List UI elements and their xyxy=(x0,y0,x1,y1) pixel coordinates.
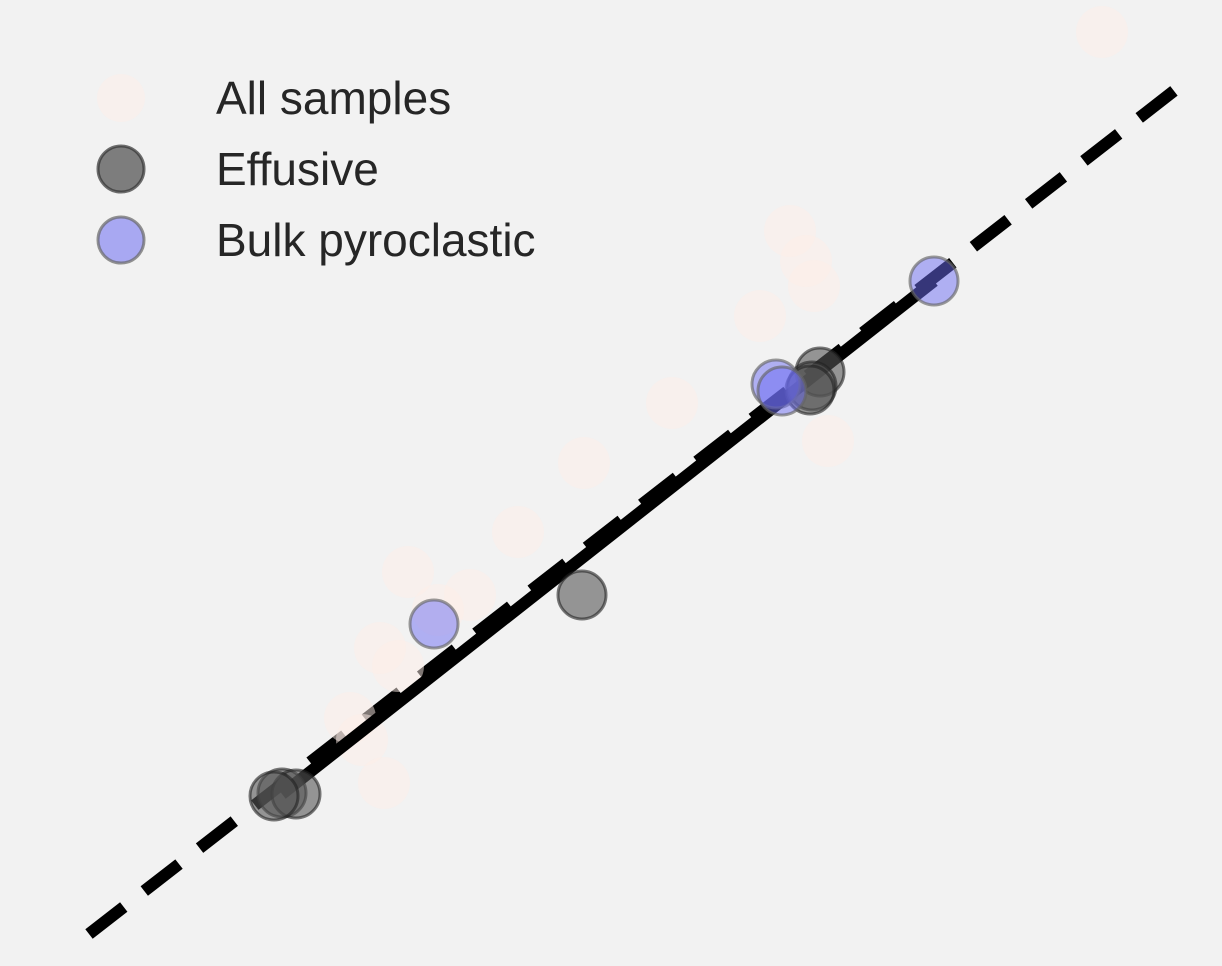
point-all-samples-9 xyxy=(492,506,544,558)
legend-marker-effusive xyxy=(96,144,146,193)
point-bulk-pyroclastic-1 xyxy=(908,255,960,307)
point-bulk-pyroclastic-3 xyxy=(756,365,808,417)
point-all-samples-6 xyxy=(646,377,698,429)
legend-item-effusive: Effusive xyxy=(96,133,536,204)
point-all-samples-4 xyxy=(788,260,840,312)
legend-marker-all-samples xyxy=(97,73,145,122)
point-all-samples-5 xyxy=(734,290,786,342)
legend: All samples Effusive Bulk pyroclastic xyxy=(96,62,536,275)
legend-label-all-samples: All samples xyxy=(216,71,452,124)
legend-item-all-samples: All samples xyxy=(96,62,536,133)
legend-label-effusive: Effusive xyxy=(216,142,379,195)
all-samples-layer xyxy=(324,6,1128,809)
legend-marker-bulk-pyroclastic xyxy=(96,215,146,264)
point-effusive-4 xyxy=(556,569,608,621)
point-all-samples-10 xyxy=(382,546,434,598)
bulk-pyroclastic-layer xyxy=(408,255,960,650)
point-all-samples-1 xyxy=(1076,6,1128,58)
point-all-samples-14 xyxy=(372,640,424,692)
point-all-samples-7 xyxy=(802,415,854,467)
legend-item-bulk-pyroclastic: Bulk pyroclastic xyxy=(96,204,536,275)
legend-label-bulk-pyroclastic: Bulk pyroclastic xyxy=(216,213,536,266)
point-bulk-pyroclastic-4 xyxy=(408,598,460,650)
point-all-samples-8 xyxy=(558,437,610,489)
point-all-samples-17 xyxy=(358,757,410,809)
point-effusive-7 xyxy=(248,770,300,822)
